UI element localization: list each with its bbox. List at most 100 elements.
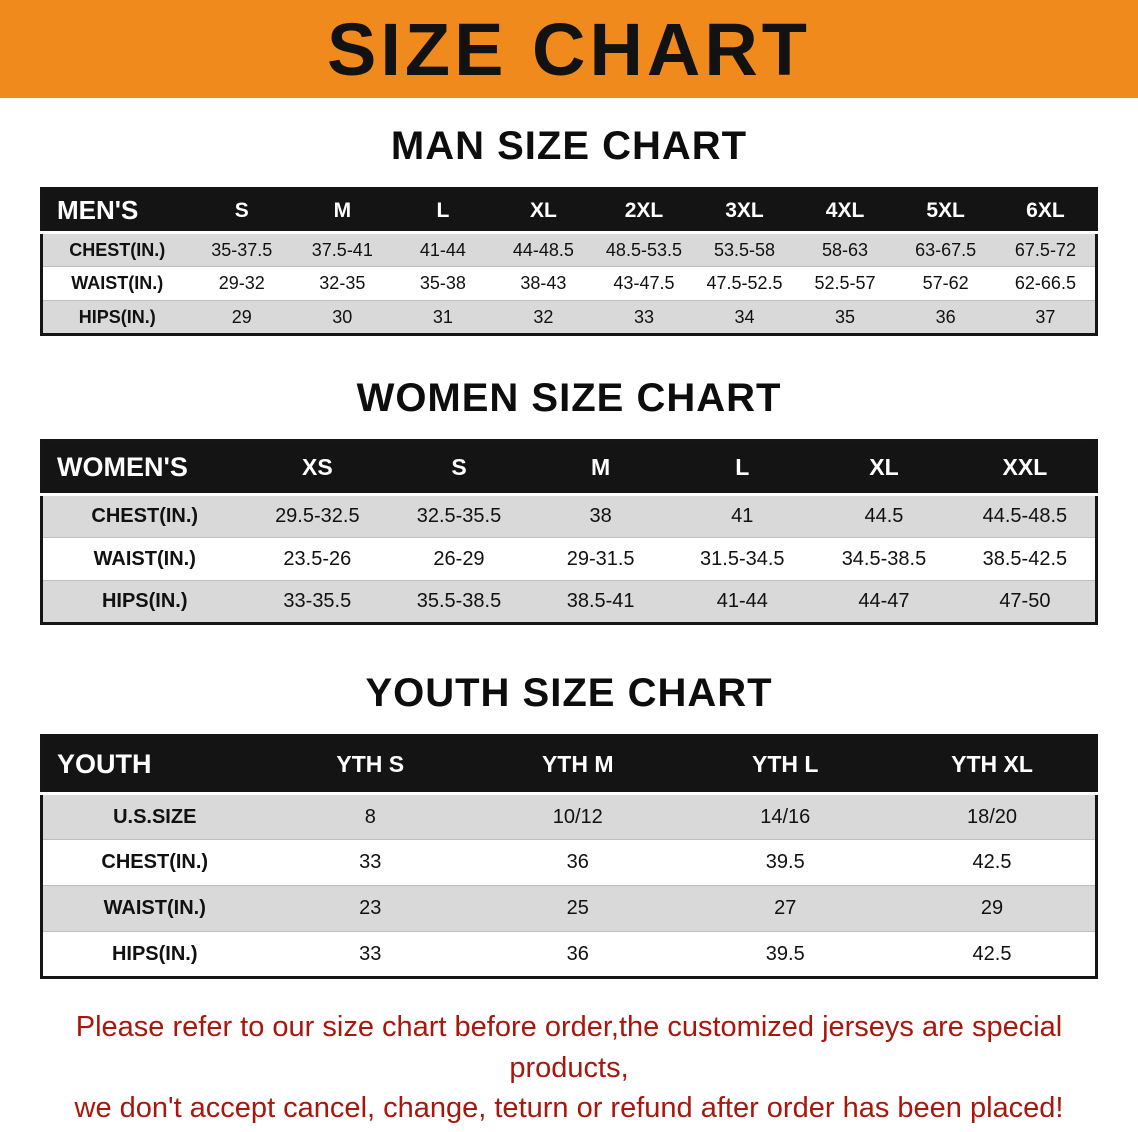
table-cell: 31.5-34.5 [671, 537, 814, 581]
row-label: HIPS(IN.) [111, 942, 198, 965]
table-cell: 35-37.5 [191, 232, 293, 267]
men-size-table: MEN'S S M L XL 2XL 3XL 4XL 5XL 6XL CHEST(IN.) 35-37… [40, 187, 1098, 336]
table-cell: 8 [266, 793, 474, 840]
row-label: HIPS(IN.) [101, 590, 188, 612]
table-header-row: WOMEN'S XS S M L XL XXL [41, 440, 1097, 496]
youth-size-table: YOUTH YTH S YTH M YTH L YTH XL U.S.SIZE 8 10/12… [40, 734, 1098, 979]
table-cell: 14/16 [681, 793, 889, 840]
table-row: CHEST(IN.) 29.5-32.5 32.5-35.5 38 41 44.5 44.5… [41, 494, 1097, 538]
table-title-cell: MEN'S [41, 188, 192, 234]
table-cell: 23 [266, 885, 474, 932]
table-cell: 29 [231, 306, 252, 327]
table-cell: 29-32 [191, 266, 293, 301]
table-header-row: YOUTH YTH S YTH M YTH L YTH XL [41, 735, 1097, 795]
banner: SIZE CHART [0, 0, 1138, 98]
men-section-heading: MAN SIZE CHART [390, 124, 748, 168]
youth-size-section: YOUTH SIZE CHART YOUTH YTH S YTH M YTH L YTH… [0, 671, 1138, 979]
size-header-cell: XL [493, 188, 594, 234]
row-label: CHEST(IN.) [41, 232, 192, 267]
size-header-cell: YTH S [266, 735, 474, 795]
table-row: WAIST(IN.) 23 25 27 29 [41, 885, 1097, 932]
table-cell: 52.5-57 [794, 266, 896, 301]
table-cell: 38.5-41 [566, 590, 635, 612]
table-cell: 42.5 [972, 942, 1012, 965]
table-cell: 38-43 [493, 266, 594, 301]
table-cell: 34.5-38.5 [813, 537, 955, 581]
size-header-cell: 2XL [593, 188, 695, 234]
table-row: HIPS(IN.) 33-35.5 35.5-38.5 38.5-41 41-44 44-… [41, 580, 1097, 624]
row-label: U.S.SIZE [41, 793, 267, 840]
table-cell: 33 [359, 942, 382, 965]
table-cell: 57-62 [895, 266, 996, 301]
table-cell: 31 [432, 306, 453, 327]
size-header-cell: 5XL [895, 188, 996, 234]
table-cell: 39.5 [765, 942, 805, 965]
table-row: HIPS(IN.) 29 30 31 32 33 34 35 36 37 [41, 300, 1097, 335]
table-cell: 63-67.5 [895, 232, 996, 267]
table-cell: 58-63 [794, 232, 896, 267]
table-cell: 10/12 [474, 793, 682, 840]
table-cell: 44-47 [858, 590, 910, 612]
size-header-cell: YTH M [474, 735, 682, 795]
table-cell: 35.5-38.5 [416, 590, 502, 612]
row-label: WAIST(IN.) [41, 885, 267, 932]
table-cell: 27 [681, 885, 889, 932]
table-cell: 38.5-42.5 [954, 537, 1097, 581]
table-header-row: MEN'S S M L XL 2XL 3XL 4XL 5XL 6XL [41, 188, 1097, 234]
table-cell: 47.5-52.5 [694, 266, 795, 301]
notice-line-2: we don't accept cancel, change, teturn o… [74, 1092, 1064, 1125]
row-label: CHEST(IN.) [41, 839, 267, 886]
women-size-table: WOMEN'S XS S M L XL XXL CHEST(IN.) 29.5-32.5 32.5… [40, 439, 1098, 625]
table-row: U.S.SIZE 8 10/12 14/16 18/20 [41, 793, 1097, 840]
table-cell: 38 [529, 494, 672, 538]
women-section-heading: WOMEN SIZE CHART [356, 376, 782, 420]
table-cell: 29-31.5 [529, 537, 672, 581]
table-title-cell: YOUTH [41, 735, 267, 795]
size-header-cell: XS [246, 440, 389, 496]
table-row: CHEST(IN.) 33 36 39.5 42.5 [41, 839, 1097, 886]
row-label: HIPS(IN.) [78, 306, 156, 327]
table-cell: 41 [671, 494, 814, 538]
table-row: WAIST(IN.) 29-32 32-35 35-38 38-43 43-47.5 47.… [41, 266, 1097, 301]
table-cell: 33-35.5 [283, 590, 352, 612]
size-header-cell: L [671, 440, 814, 496]
table-cell: 34 [734, 306, 755, 327]
row-label: WAIST(IN.) [41, 537, 247, 581]
table-cell: 32 [533, 306, 554, 327]
order-notice: Please refer to our size chart before or… [18, 1007, 1120, 1129]
row-label: CHEST(IN.) [41, 494, 247, 538]
table-cell: 37.5-41 [292, 232, 393, 267]
size-header-cell: 3XL [694, 188, 795, 234]
table-cell: 48.5-53.5 [593, 232, 695, 267]
size-header-cell: XL [813, 440, 955, 496]
table-cell: 41-44 [716, 590, 768, 612]
table-cell: 44.5 [813, 494, 955, 538]
table-cell: 67.5-72 [995, 232, 1097, 267]
table-cell: 53.5-58 [694, 232, 795, 267]
table-cell: 33 [266, 839, 474, 886]
table-row: WAIST(IN.) 23.5-26 26-29 29-31.5 31.5-34.5 34… [41, 537, 1097, 581]
table-row: CHEST(IN.) 35-37.5 37.5-41 41-44 44-48.5 48.5… [41, 232, 1097, 267]
size-header-cell: M [529, 440, 672, 496]
table-cell: 26-29 [388, 537, 530, 581]
men-size-section: MAN SIZE CHART MEN'S S M L XL 2XL 3XL 4XL 5XL 6XL… [0, 124, 1138, 336]
table-cell: 44.5-48.5 [954, 494, 1097, 538]
size-header-cell: S [388, 440, 530, 496]
size-header-cell: YTH XL [889, 735, 1097, 795]
table-cell: 23.5-26 [246, 537, 389, 581]
row-label: WAIST(IN.) [41, 266, 192, 301]
table-cell: 62-66.5 [995, 266, 1097, 301]
size-header-cell: S [191, 188, 293, 234]
table-cell: 36 [935, 306, 956, 327]
size-header-cell: M [292, 188, 393, 234]
table-cell: 33 [633, 306, 654, 327]
size-header-cell: XXL [954, 440, 1097, 496]
table-cell: 29 [889, 885, 1097, 932]
table-cell: 36 [474, 839, 682, 886]
table-cell: 37 [1035, 306, 1056, 327]
table-cell: 39.5 [681, 839, 889, 886]
table-cell: 41-44 [392, 232, 494, 267]
table-cell: 35-38 [392, 266, 494, 301]
table-row: HIPS(IN.) 33 36 39.5 42.5 [41, 931, 1097, 978]
table-cell: 43-47.5 [593, 266, 695, 301]
